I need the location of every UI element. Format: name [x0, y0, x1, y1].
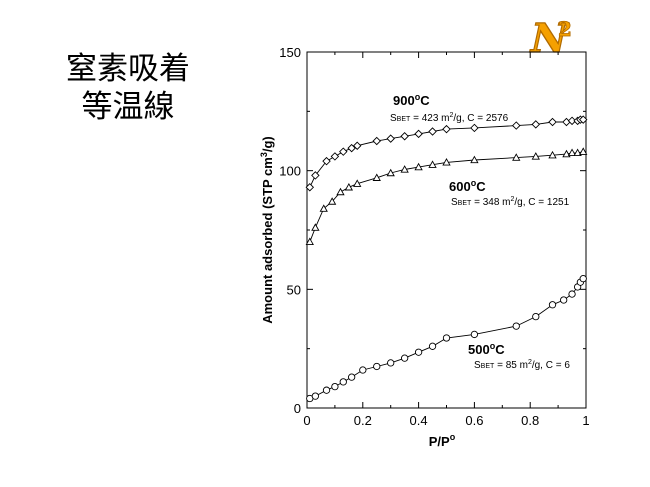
y-tick-label: 0: [294, 401, 301, 416]
x-tick-label: 0.4: [410, 413, 428, 428]
data-point-600: [344, 182, 354, 191]
data-point-900: [347, 143, 356, 153]
series-500: [306, 275, 587, 403]
data-point-500: [428, 342, 437, 350]
x-axis-title: P/Po: [429, 432, 456, 449]
data-point-600: [336, 187, 345, 196]
series-note-900: SBET = 423 m2/g, C = 2576: [390, 112, 509, 124]
data-point-500: [568, 290, 576, 298]
data-point-900: [305, 183, 315, 192]
series-label-500: 500oC: [468, 341, 505, 357]
data-point-500: [560, 296, 568, 304]
data-point-600: [353, 179, 362, 187]
data-point-500: [322, 386, 331, 394]
data-point-900: [567, 116, 577, 126]
data-point-600: [400, 165, 409, 173]
data-point-900: [512, 121, 521, 130]
y-axis-title: Amount adsorbed (STP cm3/g): [259, 136, 275, 324]
data-point-600: [428, 160, 437, 168]
series-note-500: SBET = 85 m2/g, C = 6: [474, 359, 570, 371]
data-point-900: [322, 156, 331, 166]
n2-logo-subscript: 2: [558, 17, 572, 41]
data-point-900: [531, 120, 541, 129]
data-point-500: [548, 301, 557, 309]
series-600: [305, 147, 588, 246]
data-point-500: [414, 348, 423, 356]
data-point-600: [567, 148, 577, 157]
data-point-500: [400, 354, 409, 362]
data-point-500: [532, 312, 540, 321]
data-point-600: [311, 223, 320, 231]
data-point-500: [331, 382, 339, 391]
data-point-500: [579, 275, 587, 283]
slide-title-line-1: 窒素吸着: [66, 51, 190, 87]
data-point-900: [414, 129, 423, 139]
y-tick-label: 50: [287, 282, 301, 297]
series-note-600: SBET = 348 m2/g, C = 1251: [451, 196, 570, 208]
series-label-600: 600oC: [449, 178, 486, 194]
data-point-600: [531, 152, 540, 160]
data-point-900: [562, 117, 571, 127]
x-tick-label: 0.6: [465, 413, 483, 428]
data-point-600: [372, 173, 381, 181]
data-point-600: [305, 237, 314, 246]
data-point-500: [311, 392, 320, 400]
plot-frame: [306, 51, 587, 409]
data-point-900: [578, 115, 588, 124]
data-point-600: [548, 150, 557, 159]
x-tick-label: 0.2: [354, 413, 372, 428]
data-point-500: [470, 330, 479, 339]
data-point-900: [311, 171, 320, 180]
data-point-600: [573, 148, 582, 157]
data-point-600: [470, 155, 479, 164]
data-point-600: [327, 197, 337, 205]
x-tick-label: 1: [582, 413, 589, 428]
data-point-900: [548, 117, 557, 127]
series-label-900: 900oC: [393, 92, 430, 108]
n2-logo: N 2: [528, 14, 573, 62]
data-point-500: [339, 378, 347, 386]
data-point-500: [373, 362, 381, 371]
data-point-900: [372, 136, 381, 146]
data-point-900: [400, 132, 409, 141]
series-layer: [305, 115, 588, 403]
data-point-900: [352, 141, 362, 150]
plot-axes: 0 0.2 0.4 0.6 0.8 1 0 50 100 150: [279, 45, 589, 428]
series-line-500: [309, 278, 584, 399]
data-point-900: [442, 124, 451, 134]
x-tick-label: 0.8: [521, 413, 539, 428]
slide-title: 窒素吸着 等温線: [58, 50, 198, 126]
data-point-500: [359, 366, 367, 374]
data-point-500: [512, 322, 520, 330]
data-point-900: [470, 123, 479, 133]
data-point-500: [387, 359, 395, 367]
data-point-600: [579, 147, 588, 155]
data-point-600: [414, 162, 423, 171]
x-tick-label: 0: [303, 413, 310, 428]
data-point-500: [347, 373, 356, 381]
y-tick-label: 150: [279, 45, 301, 60]
data-point-500: [442, 334, 451, 342]
y-tick-label: 100: [279, 164, 301, 179]
data-point-600: [319, 204, 328, 212]
data-point-900: [386, 134, 395, 143]
series-900: [305, 115, 588, 192]
data-point-900: [428, 127, 437, 136]
data-point-600: [442, 158, 451, 166]
data-point-600: [386, 168, 395, 177]
data-point-600: [512, 153, 521, 161]
data-point-900: [339, 147, 348, 156]
data-point-600: [562, 149, 571, 158]
slide-title-line-2: 等温線: [81, 89, 175, 125]
data-point-900: [330, 152, 340, 161]
